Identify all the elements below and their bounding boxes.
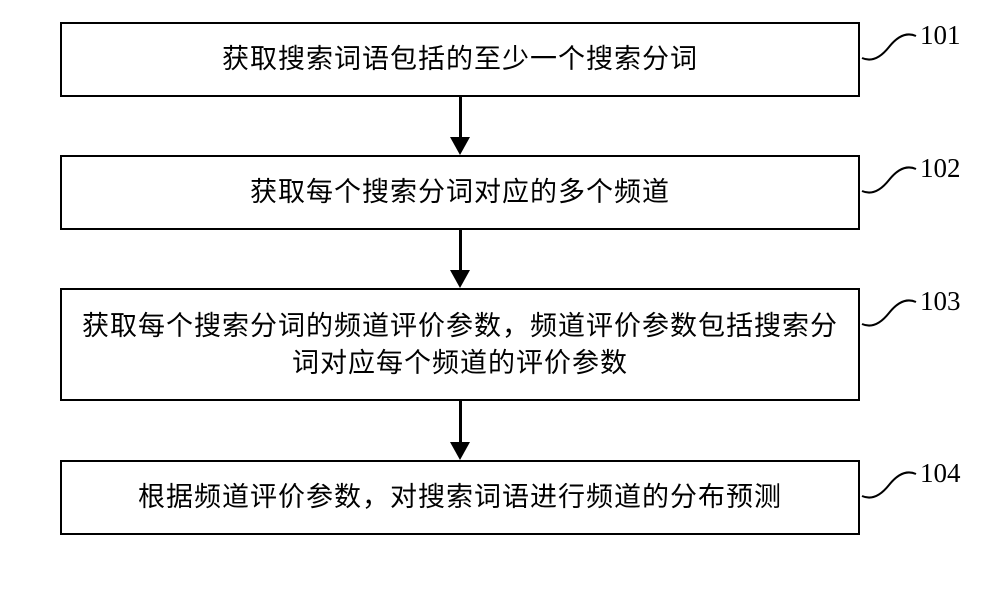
step-label-102: 102 <box>920 153 961 184</box>
flow-step-3: 获取每个搜索分词的频道评价参数，频道评价参数包括搜索分词对应每个频道的评价参数 <box>60 288 860 401</box>
flow-step-4: 根据频道评价参数，对搜索词语进行频道的分布预测 <box>60 460 860 535</box>
flow-step-text: 获取搜索词语包括的至少一个搜索分词 <box>222 41 698 77</box>
flowchart-canvas: 获取搜索词语包括的至少一个搜索分词 101 获取每个搜索分词对应的多个频道 102 获取… <box>0 0 1000 589</box>
flow-arrow-head-2 <box>450 270 470 288</box>
connector-wave-1 <box>856 30 922 64</box>
flow-step-1: 获取搜索词语包括的至少一个搜索分词 <box>60 22 860 97</box>
flow-arrow-3 <box>459 401 462 442</box>
flow-step-text: 根据频道评价参数，对搜索词语进行频道的分布预测 <box>138 479 782 515</box>
flow-arrow-1 <box>459 97 462 137</box>
step-label-101: 101 <box>920 20 961 51</box>
step-label-104: 104 <box>920 458 961 489</box>
connector-wave-2 <box>856 163 922 197</box>
connector-wave-4 <box>856 468 922 502</box>
flow-step-2: 获取每个搜索分词对应的多个频道 <box>60 155 860 230</box>
flow-arrow-head-3 <box>450 442 470 460</box>
flow-step-text: 获取每个搜索分词的频道评价参数，频道评价参数包括搜索分词对应每个频道的评价参数 <box>72 308 848 381</box>
connector-wave-3 <box>856 296 922 330</box>
flow-arrow-head-1 <box>450 137 470 155</box>
flow-step-text: 获取每个搜索分词对应的多个频道 <box>250 174 670 210</box>
flow-arrow-2 <box>459 230 462 270</box>
step-label-103: 103 <box>920 286 961 317</box>
